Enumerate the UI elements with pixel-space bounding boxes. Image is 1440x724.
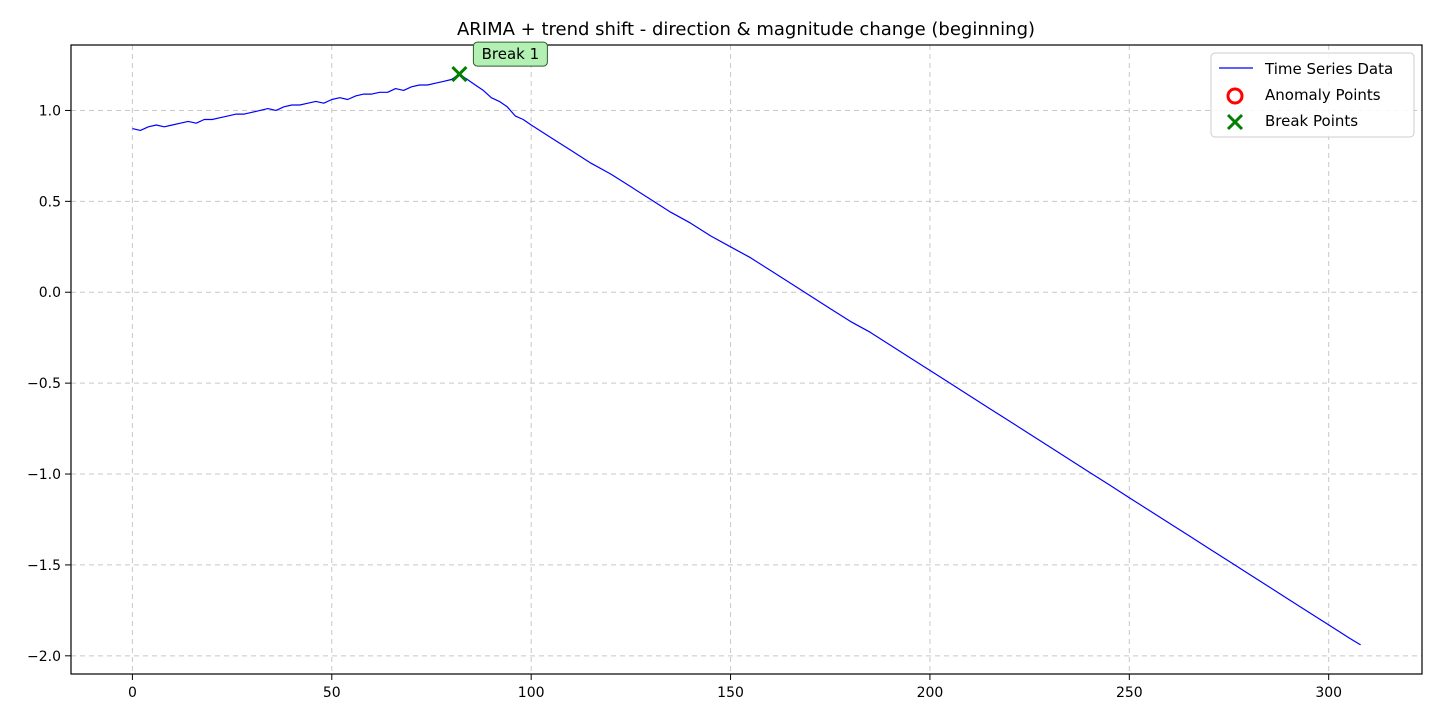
plot-frame [70, 44, 1423, 675]
break-annotation: Break 1 [472, 41, 548, 67]
legend-circle-swatch [1226, 87, 1244, 105]
legend: Time Series Data Anomaly Points Break Poin… [1210, 52, 1415, 138]
x-tick-label: 250 [1116, 685, 1143, 701]
annotation-label: Break 1 [482, 45, 540, 63]
x-tick-label: 150 [717, 685, 744, 701]
chart-title: ARIMA + trend shift - direction & magnit… [457, 19, 1035, 40]
x-tick-label: 300 [1315, 685, 1342, 701]
series-layer [132, 66, 1361, 646]
annotations: Break 1 [472, 41, 548, 67]
legend-box [1210, 52, 1415, 138]
y-tick-label: −2.0 [27, 649, 61, 665]
legend-label: Anomaly Points [1265, 86, 1381, 104]
x-tick-label: 0 [128, 685, 137, 701]
grid [71, 45, 1422, 674]
y-tick-label: −1.0 [27, 467, 61, 483]
y-tick-label: 1.0 [39, 103, 61, 119]
y-tick-label: −1.5 [27, 558, 61, 574]
y-tick-label: 0.0 [39, 285, 61, 301]
legend-label: Break Points [1265, 112, 1358, 130]
ticks: 0 50 100 150 200 250 300 −2.0 −1.5 −1.0 −0.5 0.0 0.5… [27, 103, 1342, 701]
y-tick-label: 0.5 [39, 194, 61, 210]
x-tick-label: 50 [323, 685, 341, 701]
x-tick-label: 100 [518, 685, 545, 701]
x-tick-label: 200 [917, 685, 944, 701]
break-point-stroke [451, 66, 468, 83]
break-point-marker [451, 66, 468, 83]
series-line-time-series-data [132, 73, 1361, 646]
y-tick-label: −0.5 [27, 376, 61, 392]
legend-label: Time Series Data [1264, 60, 1393, 78]
legend-x-swatch [1226, 113, 1244, 131]
annotation-box [472, 41, 548, 67]
